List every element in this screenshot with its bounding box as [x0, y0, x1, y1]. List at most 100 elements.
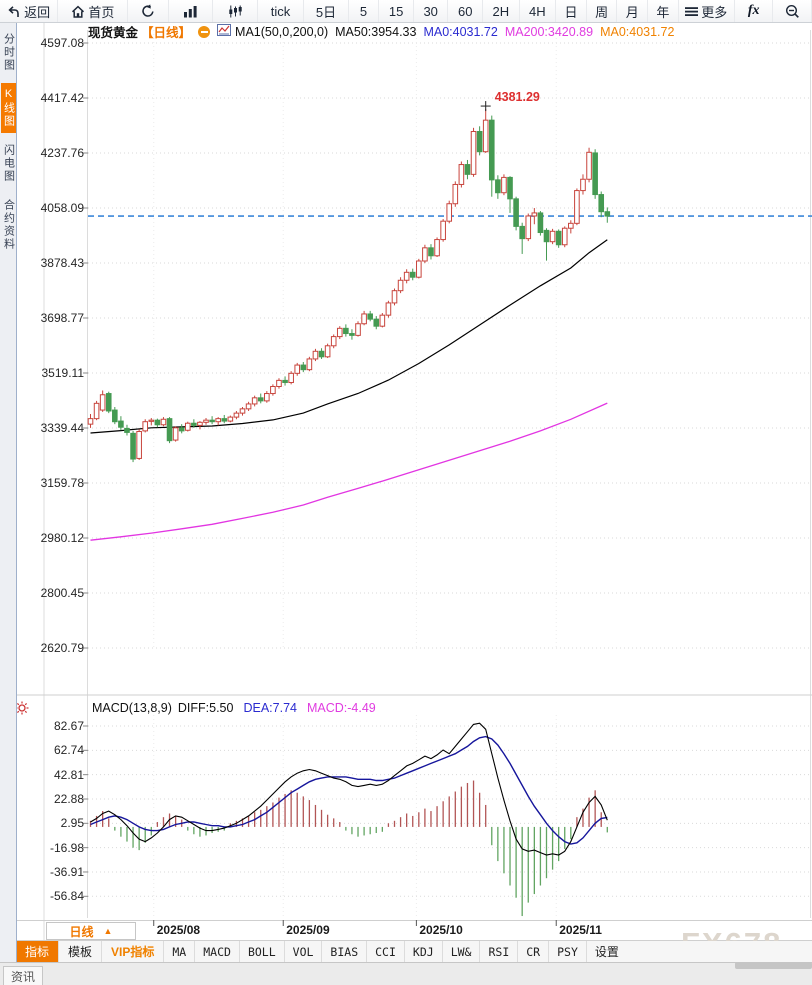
toolbar-daily-button[interactable]: 日: [556, 0, 587, 22]
toolbar-home-label: 首页: [88, 4, 115, 20]
indicator-button-lw[interactable]: LW&: [443, 941, 481, 962]
indicator-button-vol[interactable]: VOL: [285, 941, 323, 962]
indicator-button-cci[interactable]: CCI: [367, 941, 405, 962]
toolbar-monthly-button[interactable]: 月: [617, 0, 649, 22]
price-axis-label: 2800.45: [40, 585, 84, 600]
toolbar-home-button[interactable]: 首页: [58, 0, 129, 22]
x-axis-month-label: 2025/09: [286, 923, 330, 937]
zoomout-icon: [785, 4, 800, 19]
ma-settings-label: MA1(50,0,200,0): [235, 24, 329, 39]
chart-plot-area[interactable]: [88, 30, 810, 918]
fx-icon: fx: [747, 3, 760, 18]
price-axis-label: 3519.11: [41, 365, 85, 380]
price-axis-label: 4237.76: [40, 145, 84, 160]
toolbar-15-min-button[interactable]: 15: [379, 0, 414, 22]
toolbar-daily-label: 日: [564, 4, 578, 20]
macd-axis-label: 62.74: [53, 743, 84, 758]
toolbar-60-min-button[interactable]: 60: [448, 0, 484, 22]
macd-settings-icon[interactable]: [15, 701, 29, 720]
macd-header: MACD(13,8,9) DIFF:5.50 DEA:7.74 MACD:-4.…: [92, 700, 376, 716]
indicator-button-bias[interactable]: BIAS: [322, 941, 368, 962]
left-sidebar: 分时图 K线图闪电图合约资料: [0, 22, 17, 962]
bars-icon: [183, 5, 198, 18]
ma200-value: MA200:3420.89: [504, 24, 594, 39]
price-axis-label: 2620.79: [40, 640, 84, 655]
ma50-value: MA50:3954.33: [335, 24, 417, 39]
toolbar-weekly-button[interactable]: 周: [587, 0, 618, 22]
sidebar-item-time-chart[interactable]: 分时图: [2, 33, 15, 72]
indicator-toolbar: 指标 模板 VIP指标 MA MACD BOLL VOL BIAS CCI KDJ LW& RSI CR…: [16, 941, 812, 962]
sidebar-item-kline-chart[interactable]: K线图: [0, 83, 16, 133]
toolbar-30-min-button[interactable]: 30: [414, 0, 449, 22]
back-icon: [7, 5, 21, 18]
toolbar-5-day-label: 5日: [315, 4, 337, 20]
indicator-button-psy[interactable]: PSY: [549, 941, 587, 962]
settings-button[interactable]: 设置: [594, 945, 619, 959]
ma-indicator-icon[interactable]: [217, 24, 232, 39]
sidebar-item-contract-info[interactable]: 合约资料: [2, 199, 15, 251]
news-tab[interactable]: 资讯: [3, 966, 44, 985]
toolbar-fx-button[interactable]: fx: [735, 0, 774, 22]
sidebar-item-lightning-chart[interactable]: 闪电图: [2, 144, 15, 183]
toolbar-monthly-label: 月: [625, 4, 639, 20]
ma0-value-2: MA0:4031.72: [600, 24, 675, 39]
toolbar-weekly-label: 周: [595, 4, 609, 20]
price-axis-label: 4597.08: [40, 36, 84, 50]
home-icon: [71, 5, 85, 18]
toolbar-yearly-label: 年: [656, 4, 670, 20]
toolbar-4-hour-label: 4H: [529, 3, 546, 19]
toolbar-bar-chart-button[interactable]: [169, 0, 214, 22]
toolbar-2-hour-button[interactable]: 2H: [483, 0, 520, 22]
refresh-icon: [141, 4, 155, 18]
macd-axis-label: -36.91: [49, 864, 84, 879]
indicator-button-kdj[interactable]: KDJ: [405, 941, 443, 962]
indicator-button-macd[interactable]: MACD: [195, 941, 240, 962]
toolbar-tick-button[interactable]: tick: [258, 0, 305, 22]
price-axis-label: 4417.42: [40, 90, 84, 105]
chart-header: 现货黄金 【日线】 MA1(50,0,200,0) MA50:3954.33 M…: [88, 23, 674, 40]
indicator-button-ma[interactable]: MA: [164, 941, 196, 962]
price-axis-label: 4058.09: [40, 200, 84, 215]
x-axis-month-label: 2025/11: [559, 923, 602, 937]
price-axis-label: 3339.44: [40, 420, 84, 435]
toolbar-4-hour-button[interactable]: 4H: [520, 0, 557, 22]
collapse-panel-icon[interactable]: [198, 25, 211, 38]
tab-indicators[interactable]: 指标: [16, 941, 60, 962]
toolbar-back-button[interactable]: 返回: [0, 0, 59, 22]
macd-axis-label: -16.98: [49, 840, 84, 855]
toolbar-more-label: 更多: [701, 4, 728, 20]
candles-icon: [228, 5, 243, 18]
menu-icon: [685, 6, 699, 17]
toolbar-candle-chart-button[interactable]: [213, 0, 258, 22]
toolbar-15-min-label: 15: [388, 3, 404, 19]
ma0-value: MA0:4031.72: [423, 24, 498, 39]
indicator-button-boll[interactable]: BOLL: [240, 941, 285, 962]
toolbar-5-day-button[interactable]: 5日: [304, 0, 349, 22]
period-button[interactable]: 日线 ▲: [46, 922, 136, 940]
horizontal-scrollbar-thumb[interactable]: [735, 962, 812, 969]
macd-axis-label: 22.88: [53, 791, 84, 806]
toolbar-refresh-button[interactable]: [128, 0, 169, 22]
status-bar: 资讯: [0, 962, 812, 985]
toolbar-back-label: 返回: [24, 4, 51, 20]
price-axis-label: 3878.43: [40, 255, 84, 270]
macd-axis-label: 42.81: [53, 767, 84, 782]
price-axis-label: 3698.77: [40, 310, 84, 325]
toolbar-zoom-out-button[interactable]: [773, 0, 812, 22]
toolbar-5-min-button[interactable]: 5: [349, 0, 380, 22]
toolbar-2-hour-label: 2H: [492, 3, 510, 19]
symbol-title: 现货黄金: [88, 26, 139, 40]
toolbar-30-min-label: 30: [423, 3, 438, 19]
macd-title: MACD(13,8,9): [92, 701, 172, 715]
tab-vip-indicators[interactable]: VIP指标: [102, 941, 165, 962]
indicator-button-rsi[interactable]: RSI: [480, 941, 519, 962]
toolbar-more-button[interactable]: 更多: [679, 0, 735, 22]
toolbar-tick-label: tick: [270, 3, 291, 19]
macd-axis-label: 82.67: [53, 719, 84, 733]
indicator-button-cr[interactable]: CR: [518, 941, 550, 962]
price-axis-label: 2980.12: [40, 530, 84, 545]
tab-templates[interactable]: 模板: [59, 941, 103, 962]
toolbar-yearly-button[interactable]: 年: [648, 0, 679, 22]
triangle-up-icon: ▲: [103, 926, 113, 936]
